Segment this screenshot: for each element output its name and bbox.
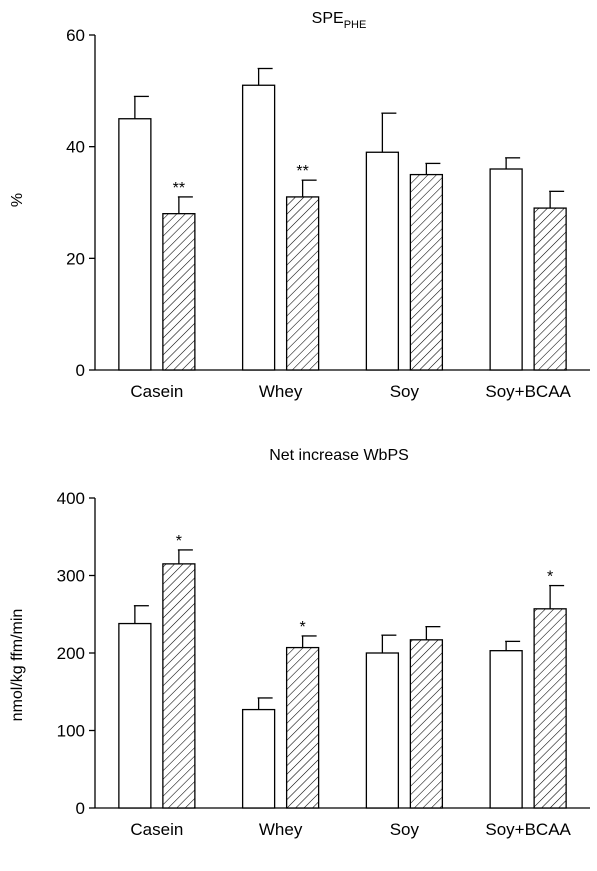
category-label: Soy+BCAA	[485, 820, 571, 839]
y-tick-label: 100	[57, 722, 85, 741]
bar-hatched	[285, 196, 320, 371]
y-tick-label: 400	[57, 489, 85, 508]
significance-marker: **	[296, 163, 308, 180]
y-tick-label: 0	[76, 361, 85, 380]
significance-marker: *	[300, 619, 306, 636]
plot-area: 0 100 200 300 400 Casein * Whey * Soy Soy+BCAA *	[57, 489, 590, 839]
y-tick-label: 0	[76, 799, 85, 818]
bar-hatched	[409, 639, 444, 809]
plot-area: 0 20 40 60 Casein ** Whey ** Soy Soy+BCAA	[66, 26, 590, 401]
category-label: Soy	[390, 820, 420, 839]
bar-open	[118, 118, 152, 371]
y-tick-label: 40	[66, 138, 85, 157]
chart-title: SPEPHE	[312, 10, 367, 31]
bar-open	[489, 650, 523, 809]
bar-hatched	[533, 207, 567, 371]
y-axis-label: %	[9, 193, 26, 207]
chart-title-main: SPE	[312, 10, 344, 27]
bar-hatched	[409, 173, 444, 371]
bar-hatched	[162, 213, 196, 371]
bar-hatched	[162, 563, 196, 809]
bar-hatched	[285, 646, 320, 809]
bar-open	[241, 708, 276, 809]
category-label: Whey	[259, 820, 303, 839]
bar-open	[241, 84, 276, 371]
category-label: Casein	[130, 820, 183, 839]
y-tick-label: 20	[66, 249, 85, 268]
net-increase-wbps-chart: Net increase WbPS nmol/kg ffm/min 0 100 20…	[9, 447, 590, 839]
y-tick-label: 200	[57, 644, 85, 663]
chart-title: Net increase WbPS	[269, 447, 409, 464]
bar-open	[365, 151, 400, 371]
category-label: Soy	[390, 382, 420, 401]
y-axis-label: nmol/kg ffm/min	[9, 609, 26, 722]
significance-marker: *	[176, 533, 182, 550]
bar-open	[489, 168, 523, 371]
category-label: Soy+BCAA	[485, 382, 571, 401]
bar-hatched	[533, 608, 567, 809]
spe-phe-chart: SPEPHE % 0 20 40 60 Casein ** Whey ** Soy Soy+BCA…	[9, 10, 590, 401]
significance-marker: *	[547, 569, 553, 586]
bar-open	[118, 622, 152, 809]
bar-open	[365, 652, 400, 809]
y-tick-label: 300	[57, 567, 85, 586]
y-tick-label: 60	[66, 26, 85, 45]
category-label: Whey	[259, 382, 303, 401]
significance-marker: **	[173, 180, 185, 197]
category-label: Casein	[130, 382, 183, 401]
chart-title-subscript: PHE	[344, 19, 367, 31]
